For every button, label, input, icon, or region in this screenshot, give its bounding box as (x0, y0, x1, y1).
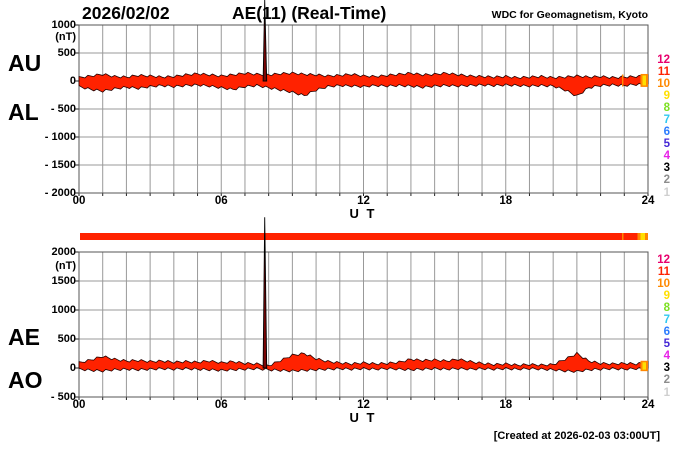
station-count-5: 5 (663, 338, 670, 351)
date-title: 2026/02/02 (82, 3, 170, 23)
panel2-ut-axis-label: U T (349, 410, 377, 425)
station-count-9: 9 (663, 289, 670, 302)
ytick-label: 0 (69, 75, 76, 87)
station-count-4: 4 (663, 150, 670, 163)
created-timestamp: [Created at 2026-02-03 03:00UT] (493, 430, 660, 442)
station-count-3: 3 (663, 162, 670, 175)
page-title: AE(11) (Real-Time) (232, 3, 387, 23)
panel1-station-count-legend: 12 11 10 9 8 7 6 5 4 3 2 1 (650, 54, 670, 199)
station-count-7: 7 (663, 113, 670, 126)
ytick-label: 1000 (51, 304, 76, 316)
ytick-label: - 1500 (44, 159, 76, 171)
xtick-label: 24 (641, 195, 655, 207)
station-count-11: 11 (657, 265, 670, 278)
ytick-label: 0 (69, 362, 76, 374)
station-count-1: 1 (663, 186, 670, 199)
station-count-6: 6 (663, 326, 670, 339)
panel2-label-ao: AO (8, 367, 43, 393)
station-count-3: 3 (663, 362, 670, 375)
station-count-2: 2 (663, 174, 670, 187)
station-count-9: 9 (663, 89, 670, 102)
station-count-12: 12 (657, 253, 670, 266)
xtick-label: 18 (499, 195, 513, 207)
ytick-label: - 500 (50, 103, 76, 115)
xtick-label: 06 (214, 399, 228, 411)
station-count-7: 7 (663, 313, 670, 326)
xtick-label: 18 (499, 399, 513, 411)
station-count-10: 10 (657, 77, 670, 90)
xtick-label: 00 (72, 399, 86, 411)
panel1-unit-label: (nT) (55, 31, 76, 43)
xtick-label: 06 (214, 195, 228, 207)
ytick-label: 1000 (51, 19, 76, 31)
station-count-10: 10 (657, 277, 670, 290)
xtick-label: 00 (72, 195, 86, 207)
station-count-8: 8 (663, 101, 670, 114)
station-count-2: 2 (663, 374, 670, 387)
station-count-11: 11 (657, 65, 670, 78)
station-count-1: 1 (663, 386, 670, 399)
panel2-label-ae: AE (8, 324, 40, 350)
xtick-label: 12 (357, 195, 370, 207)
panel1-label-au: AU (8, 50, 42, 76)
ytick-label: - 2000 (44, 187, 76, 199)
panel1-label-al: AL (8, 99, 39, 125)
xtick-label: 12 (357, 399, 370, 411)
ytick-label: - 1000 (44, 131, 76, 143)
ytick-label: 500 (57, 47, 76, 59)
xtick-label: 24 (641, 399, 655, 411)
attribution: WDC for Geomagnetism, Kyoto (491, 9, 648, 21)
station-count-4: 4 (663, 350, 670, 363)
ytick-label: 500 (57, 333, 76, 345)
ytick-label: 2000 (51, 246, 76, 258)
ytick-label: 1500 (51, 275, 76, 287)
panel2-station-count-legend: 12 11 10 9 8 7 6 5 4 3 2 1 (650, 254, 670, 399)
panel1-ut-axis-label: U T (349, 206, 377, 221)
station-count-12: 12 (657, 53, 670, 66)
station-count-5: 5 (663, 138, 670, 151)
panel2-unit-label: (nT) (55, 260, 76, 272)
station-count-6: 6 (663, 126, 670, 139)
station-count-8: 8 (663, 301, 670, 314)
ytick-label: - 500 (50, 391, 76, 403)
